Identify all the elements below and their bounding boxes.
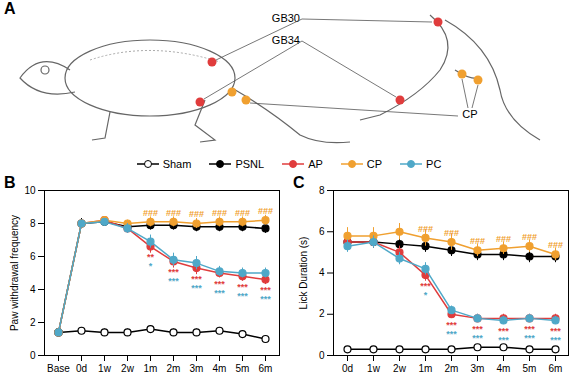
html-text:CP: CP [366, 158, 383, 170]
svg-text:***: *** [472, 333, 483, 343]
svg-text:***: *** [446, 329, 457, 339]
svg-text:***: *** [498, 335, 509, 345]
svg-text:###: ### [470, 236, 485, 246]
svg-text:***: *** [168, 276, 179, 286]
svg-text:GB34: GB34 [272, 34, 300, 46]
svg-text:6m: 6m [259, 363, 273, 374]
svg-text:Paw withdrawal frequency: Paw withdrawal frequency [9, 215, 20, 331]
svg-text:3m: 3m [190, 363, 204, 374]
svg-text:1w: 1w [367, 363, 381, 374]
svg-text:###: ### [212, 208, 227, 218]
svg-text:GB30: GB30 [271, 12, 300, 24]
svg-text:*: * [424, 290, 428, 300]
svg-text:###: ### [444, 228, 459, 238]
svg-text:###: ### [258, 206, 273, 216]
svg-text:2m: 2m [445, 363, 459, 374]
svg-text:***: *** [550, 335, 561, 345]
svg-text:10: 10 [24, 185, 36, 196]
svg-text:###: ### [418, 224, 433, 234]
svg-text:###: ### [189, 209, 204, 219]
svg-text:###: ### [166, 208, 181, 218]
svg-text:4m: 4m [497, 363, 511, 374]
svg-text:0d: 0d [342, 363, 353, 374]
svg-text:***: *** [214, 288, 225, 298]
svg-text:###: ### [143, 208, 158, 218]
svg-text:CP: CP [462, 108, 477, 120]
svg-text:2w: 2w [121, 363, 135, 374]
html-text:PC: PC [426, 158, 442, 170]
svg-text:6: 6 [30, 251, 36, 262]
html-text:A: A [4, 0, 16, 17]
html-text:AP: AP [308, 158, 323, 170]
svg-text:0: 0 [319, 350, 325, 361]
svg-text:***: *** [237, 291, 248, 301]
svg-text:2: 2 [30, 317, 36, 328]
svg-text:2m: 2m [167, 363, 181, 374]
svg-text:1w: 1w [98, 363, 112, 374]
svg-text:###: ### [522, 232, 537, 242]
svg-text:###: ### [548, 240, 563, 250]
svg-text:8: 8 [30, 218, 36, 229]
svg-text:4m: 4m [213, 363, 227, 374]
svg-text:6m: 6m [549, 363, 563, 374]
svg-text:2: 2 [319, 308, 325, 319]
svg-text:2w: 2w [393, 363, 407, 374]
svg-text:0d: 0d [76, 363, 87, 374]
svg-text:Base: Base [47, 363, 70, 374]
svg-text:***: *** [191, 283, 202, 293]
svg-text:Lick Duration (s): Lick Duration (s) [298, 237, 309, 310]
svg-text:6: 6 [319, 226, 325, 237]
svg-text:###: ### [235, 208, 250, 218]
html-text:PSNL: PSNL [235, 158, 265, 170]
svg-text:0: 0 [30, 350, 36, 361]
svg-text:3m: 3m [471, 363, 485, 374]
svg-text:8: 8 [319, 185, 325, 196]
svg-text:***: *** [260, 294, 271, 304]
svg-text:5m: 5m [523, 363, 537, 374]
html-text:C: C [293, 174, 305, 191]
html-text:B: B [4, 174, 16, 191]
svg-text:1m: 1m [419, 363, 433, 374]
svg-text:***: *** [524, 333, 535, 343]
svg-text:5m: 5m [236, 363, 250, 374]
svg-text:*: * [149, 261, 153, 271]
svg-text:4: 4 [30, 284, 36, 295]
html-text:Sham: Sham [162, 158, 192, 170]
svg-text:1m: 1m [144, 363, 158, 374]
svg-text:###: ### [496, 234, 511, 244]
svg-text:4: 4 [319, 267, 325, 278]
